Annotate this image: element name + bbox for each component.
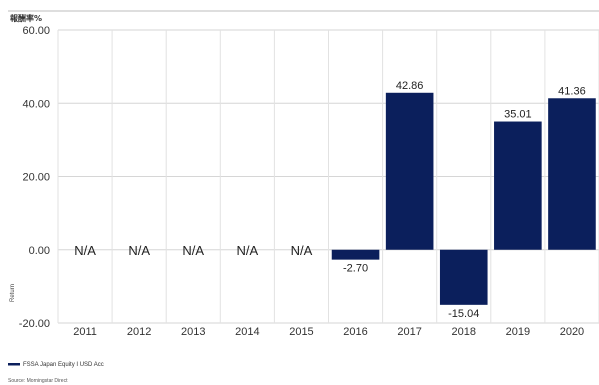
y-tick-label: -20.00 bbox=[19, 318, 50, 330]
y-axis-label: Return bbox=[10, 284, 16, 302]
x-tick-label-2012: 2012 bbox=[127, 326, 151, 338]
x-tick-label-2020: 2020 bbox=[560, 326, 584, 338]
y-tick-label: 20.00 bbox=[22, 172, 50, 184]
x-tick-labels: 2011 2012 2013 2014 2015 2016 2017 2018 2019 2020 bbox=[73, 326, 584, 338]
data-label-2018: -15.04 bbox=[448, 308, 479, 320]
data-label-2019: 35.01 bbox=[504, 109, 532, 121]
x-tick-label-2011: 2011 bbox=[73, 326, 97, 338]
y-tick-label: 0.00 bbox=[29, 245, 50, 257]
chart-title: 報酬率% bbox=[10, 13, 42, 23]
x-tick-label-2016: 2016 bbox=[343, 326, 367, 338]
bar-2019 bbox=[494, 121, 542, 250]
x-tick-label-2019: 2019 bbox=[506, 326, 530, 338]
data-label-2016: -2.70 bbox=[343, 263, 368, 275]
bar-2018 bbox=[439, 249, 488, 305]
na-label-2013: N/A bbox=[182, 243, 204, 258]
grid-lines bbox=[57, 29, 599, 324]
data-label-2020: 41.36 bbox=[558, 85, 586, 97]
na-label-2011: N/A bbox=[74, 243, 96, 258]
bar-2020 bbox=[548, 98, 596, 250]
x-tick-label-2015: 2015 bbox=[289, 326, 313, 338]
x-tick-label-2013: 2013 bbox=[181, 326, 205, 338]
bars bbox=[331, 92, 596, 305]
source-note: Source: Morningstar Direct bbox=[8, 378, 68, 384]
na-label-2014: N/A bbox=[237, 243, 259, 258]
na-label-2012: N/A bbox=[128, 243, 150, 258]
bar-2016 bbox=[331, 249, 380, 260]
x-tick-label-2017: 2017 bbox=[397, 326, 421, 338]
bar-2017 bbox=[385, 92, 434, 250]
legend: FSSA Japan Equity I USD Acc bbox=[8, 362, 104, 368]
x-tick-label-2014: 2014 bbox=[235, 326, 259, 338]
na-label-2015: N/A bbox=[291, 243, 313, 258]
legend-swatch bbox=[8, 363, 20, 366]
y-tick-label: 60.00 bbox=[22, 25, 50, 37]
data-labels: N/A N/A N/A N/A N/A -2.70 42.86 -15.04 35.01 41.3… bbox=[74, 80, 586, 320]
y-tick-label: 40.00 bbox=[22, 98, 50, 110]
x-tick-label-2018: 2018 bbox=[452, 326, 476, 338]
data-label-2017: 42.86 bbox=[396, 80, 424, 92]
y-tick-labels: 60.00 40.00 20.00 0.00 -20.00 bbox=[19, 25, 50, 330]
legend-label: FSSA Japan Equity I USD Acc bbox=[23, 362, 104, 368]
